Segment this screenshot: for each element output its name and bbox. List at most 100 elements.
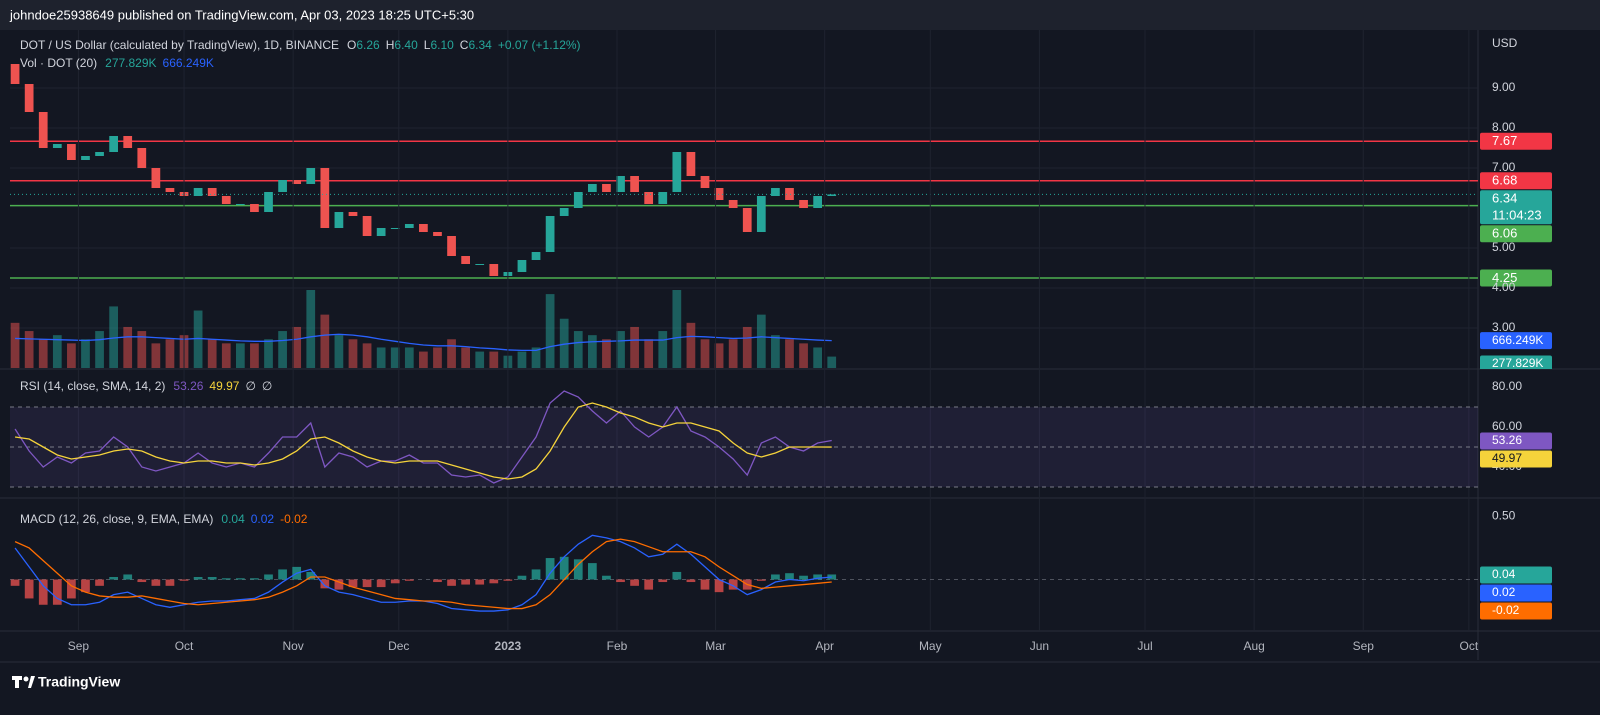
macd-histogram-bar [193, 576, 203, 580]
candle-body [404, 224, 414, 228]
volume-bar [95, 331, 104, 368]
legend-item: 277.829K [105, 56, 156, 70]
legend-item: C [460, 38, 469, 52]
macd-histogram-bar [602, 575, 611, 580]
candle-body [292, 180, 302, 184]
macd-histogram-bar [52, 579, 62, 605]
macd-histogram-bar [165, 579, 175, 586]
candle-body [250, 204, 259, 212]
price-tag [1480, 225, 1552, 243]
macd-histogram-bar [137, 579, 147, 583]
volume-bar [52, 335, 62, 368]
candle-body [559, 208, 569, 216]
candle-body [193, 188, 203, 196]
indicator-tag-label: 49.97 [1492, 451, 1522, 465]
candle-body [376, 228, 386, 236]
volume-bar [672, 290, 682, 368]
volume-bar [10, 322, 20, 368]
logo-shape [28, 676, 35, 688]
candle-body [306, 168, 316, 184]
macd-histogram-bar [179, 579, 189, 581]
candle-body [38, 112, 48, 148]
y-tick-label: 5.00 [1492, 240, 1516, 254]
legend-item: DOT / US Dollar (calculated by TradingVi… [20, 38, 339, 52]
legend: Vol · DOT (20) 277.829K 666.249K [20, 56, 214, 70]
macd-histogram-bar [278, 569, 287, 580]
indicator-panes: Sep Oct Nov Dec 2023 Feb Mar Apr May Jun Jul Aug Sep… [10, 30, 1552, 653]
candle-body [95, 152, 104, 156]
macd-histogram-bar [728, 579, 738, 590]
candle-body [362, 216, 372, 236]
candle-body [320, 168, 330, 228]
candle-body [813, 196, 823, 208]
candle-body [447, 236, 456, 256]
volume-bar [165, 339, 175, 368]
candle-body [264, 192, 273, 212]
macd-histogram-bar [517, 575, 527, 580]
brand-logo: TradingView [12, 674, 120, 690]
volume-bar [404, 347, 414, 368]
signal-line [14, 538, 832, 610]
volume-bar [728, 339, 738, 368]
volume-bar [461, 347, 470, 368]
candle-body [123, 136, 133, 148]
candle-body [461, 256, 470, 264]
volume-bar [292, 326, 302, 368]
rsi-tick-label: 60.00 [1492, 419, 1522, 433]
indicator-tag-label: 0.04 [1492, 567, 1516, 581]
volume-bar [827, 356, 837, 368]
macd-histogram-bar [109, 576, 118, 580]
candle-body [81, 156, 90, 160]
indicator-tag [1480, 566, 1552, 584]
macd-histogram-bar [672, 571, 682, 580]
indicator-tag-label: -0.02 [1492, 603, 1520, 617]
macd-histogram-bar [503, 579, 513, 581]
legend: MACD (12, 26, close, 9, EMA, EMA) 0.04 0.0… [20, 512, 308, 526]
macd-histogram-bar [489, 579, 499, 584]
candle-body [52, 144, 62, 148]
price-tag [1480, 172, 1552, 190]
legend-item: 49.97 [209, 379, 239, 393]
candle-body [771, 188, 780, 196]
legend-item: Vol · DOT (20) [20, 56, 97, 70]
legend-item: 6.10 [430, 38, 454, 52]
macd-histogram-bar [264, 574, 273, 580]
price-tag-label: 6.06 [1492, 226, 1517, 241]
macd-histogram-bar [306, 571, 316, 580]
macd-histogram-bar [573, 559, 583, 580]
x-tick-label: Dec [388, 639, 409, 653]
candle-body [221, 196, 231, 204]
legend: RSI (14, close, SMA, 14, 2) 53.26 49.97 ∅ ∅ [20, 379, 272, 393]
candle-body [630, 176, 639, 192]
macd-histogram-bar [123, 574, 133, 580]
candle-body [587, 184, 597, 192]
x-tick-label: 2023 [495, 639, 522, 653]
volume-bar [348, 339, 358, 368]
volume-ma-line [15, 333, 832, 351]
volume-bar [390, 347, 400, 368]
volume-bar [545, 294, 555, 368]
macd-histogram-bar [433, 579, 442, 583]
legend-item: ∅ [262, 379, 272, 393]
top-bar [0, 0, 1600, 30]
macd-histogram-bar [24, 579, 34, 599]
macd-histogram-bar [475, 579, 485, 585]
price-scale-tags: 7.67 6.68 6.34 11:04:23 6.06 4.25 666.249K 277.… [1480, 132, 1552, 369]
candle-body [714, 188, 724, 200]
y-tick-label: 3.00 [1492, 320, 1516, 334]
candle-body [785, 188, 794, 200]
x-tick-label: Oct [1460, 639, 1479, 653]
price-tag [1480, 132, 1552, 150]
volume-bar [235, 343, 245, 368]
candle-body [616, 176, 625, 192]
price-unit: USD [1492, 36, 1518, 50]
volume-bar [193, 310, 203, 368]
volume-bar [207, 339, 217, 368]
candle-body [700, 176, 710, 188]
legend-item: RSI (14, close, SMA, 14, 2) [20, 379, 165, 393]
volume-bar [447, 339, 456, 368]
price-tag-label: 6.68 [1492, 173, 1517, 188]
candle-body [756, 196, 766, 232]
macd-histogram-bar [771, 574, 780, 580]
volume-bar [799, 343, 808, 368]
